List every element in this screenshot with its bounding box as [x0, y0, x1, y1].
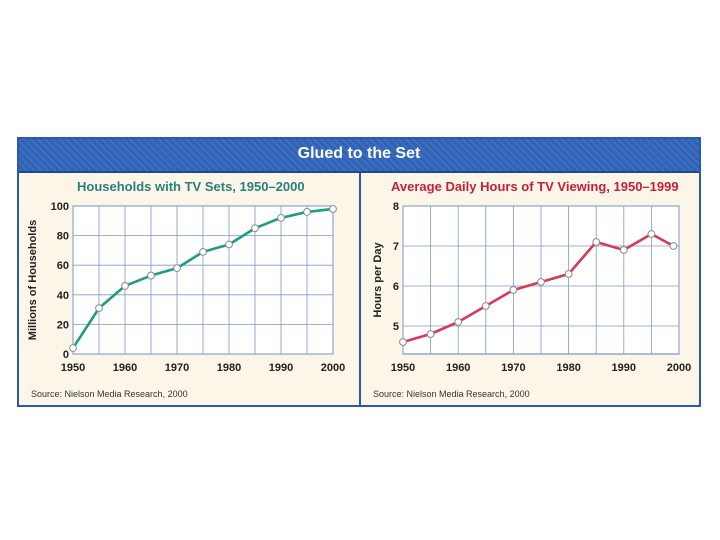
chart1-source: Source: Nielson Media Research, 2000 — [373, 389, 530, 399]
chart1-ytick-label: 8 — [393, 201, 399, 213]
chart1-xtick-label: 2000 — [667, 362, 691, 374]
banner-title: Glued to the Set — [297, 145, 421, 162]
chart1-data-point — [454, 318, 463, 326]
chart1-ytick-label: 6 — [393, 281, 399, 293]
chart0-ytick-label: 80 — [57, 231, 69, 243]
chart1-title: Average Daily Hours of TV Viewing, 1950–… — [391, 179, 679, 194]
chart1-data-point — [669, 242, 678, 250]
panel-divider — [359, 173, 361, 405]
chart-frame: Glued to the Set Households with TV Sets… — [17, 137, 701, 407]
chart1-data-point — [592, 238, 601, 246]
chart0-xtick-label: 1990 — [269, 362, 293, 374]
chart1-ytick-label: 7 — [393, 241, 399, 253]
chart1-data-point — [399, 338, 407, 346]
chart0-ytick-label: 100 — [51, 201, 69, 213]
chart0-data-point — [95, 304, 103, 313]
chart0-data-point — [199, 247, 207, 256]
chart1-xtick-label: 1980 — [556, 362, 580, 374]
chart0-xtick-label: 2000 — [321, 362, 345, 374]
chart0-data-point — [121, 282, 129, 290]
chart1-xtick-label: 1960 — [446, 362, 470, 374]
chart1-ytick-label: 5 — [393, 321, 399, 333]
chart1-xtick-label: 1970 — [501, 362, 525, 374]
chart0-ylabel: Millions of Households — [27, 220, 39, 340]
viewing-hours-chart: Average Daily Hours of TV Viewing, 1950–… — [372, 179, 691, 399]
chart0-ytick-label: 60 — [57, 260, 69, 272]
chart0-xtick-label: 1960 — [113, 362, 137, 374]
chart0-xtick-label: 1950 — [61, 362, 85, 374]
chart1-xtick-label: 1950 — [391, 362, 415, 374]
chart0-data-point — [251, 224, 259, 233]
chart0-data-point — [329, 205, 337, 213]
chart0-ytick-label: 20 — [57, 319, 69, 331]
chart0-xtick-label: 1980 — [217, 362, 241, 374]
chart0-data-point — [147, 271, 155, 280]
chart0-title: Households with TV Sets, 1950–2000 — [77, 179, 305, 194]
chart0-ytick-label: 40 — [57, 290, 69, 302]
banner: Glued to the Set — [19, 139, 699, 173]
chart0-ytick-label: 0 — [63, 349, 69, 361]
chart0-data-point — [225, 240, 233, 249]
chart1-data-point — [509, 286, 518, 294]
chart0-data-point — [303, 208, 311, 216]
chart0-xtick-label: 1970 — [165, 362, 189, 374]
chart0-source: Source: Nielson Media Research, 2000 — [31, 389, 188, 399]
chart0-data-point — [277, 213, 285, 222]
chart0-data-point — [69, 344, 77, 352]
chart1-data-point — [647, 230, 656, 238]
chart1-data-point — [426, 330, 435, 338]
chart1-data-point — [564, 270, 573, 278]
chart1-ylabel: Hours per Day — [372, 242, 384, 318]
chart1-data-point — [619, 246, 628, 254]
chart1-data-point — [537, 278, 545, 286]
chart1-xtick-label: 1990 — [612, 362, 636, 374]
chart1-data-point — [481, 302, 490, 310]
chart0-data-point — [173, 264, 181, 273]
households-chart: Households with TV Sets, 1950–2000 0 20 40 6… — [27, 179, 345, 399]
